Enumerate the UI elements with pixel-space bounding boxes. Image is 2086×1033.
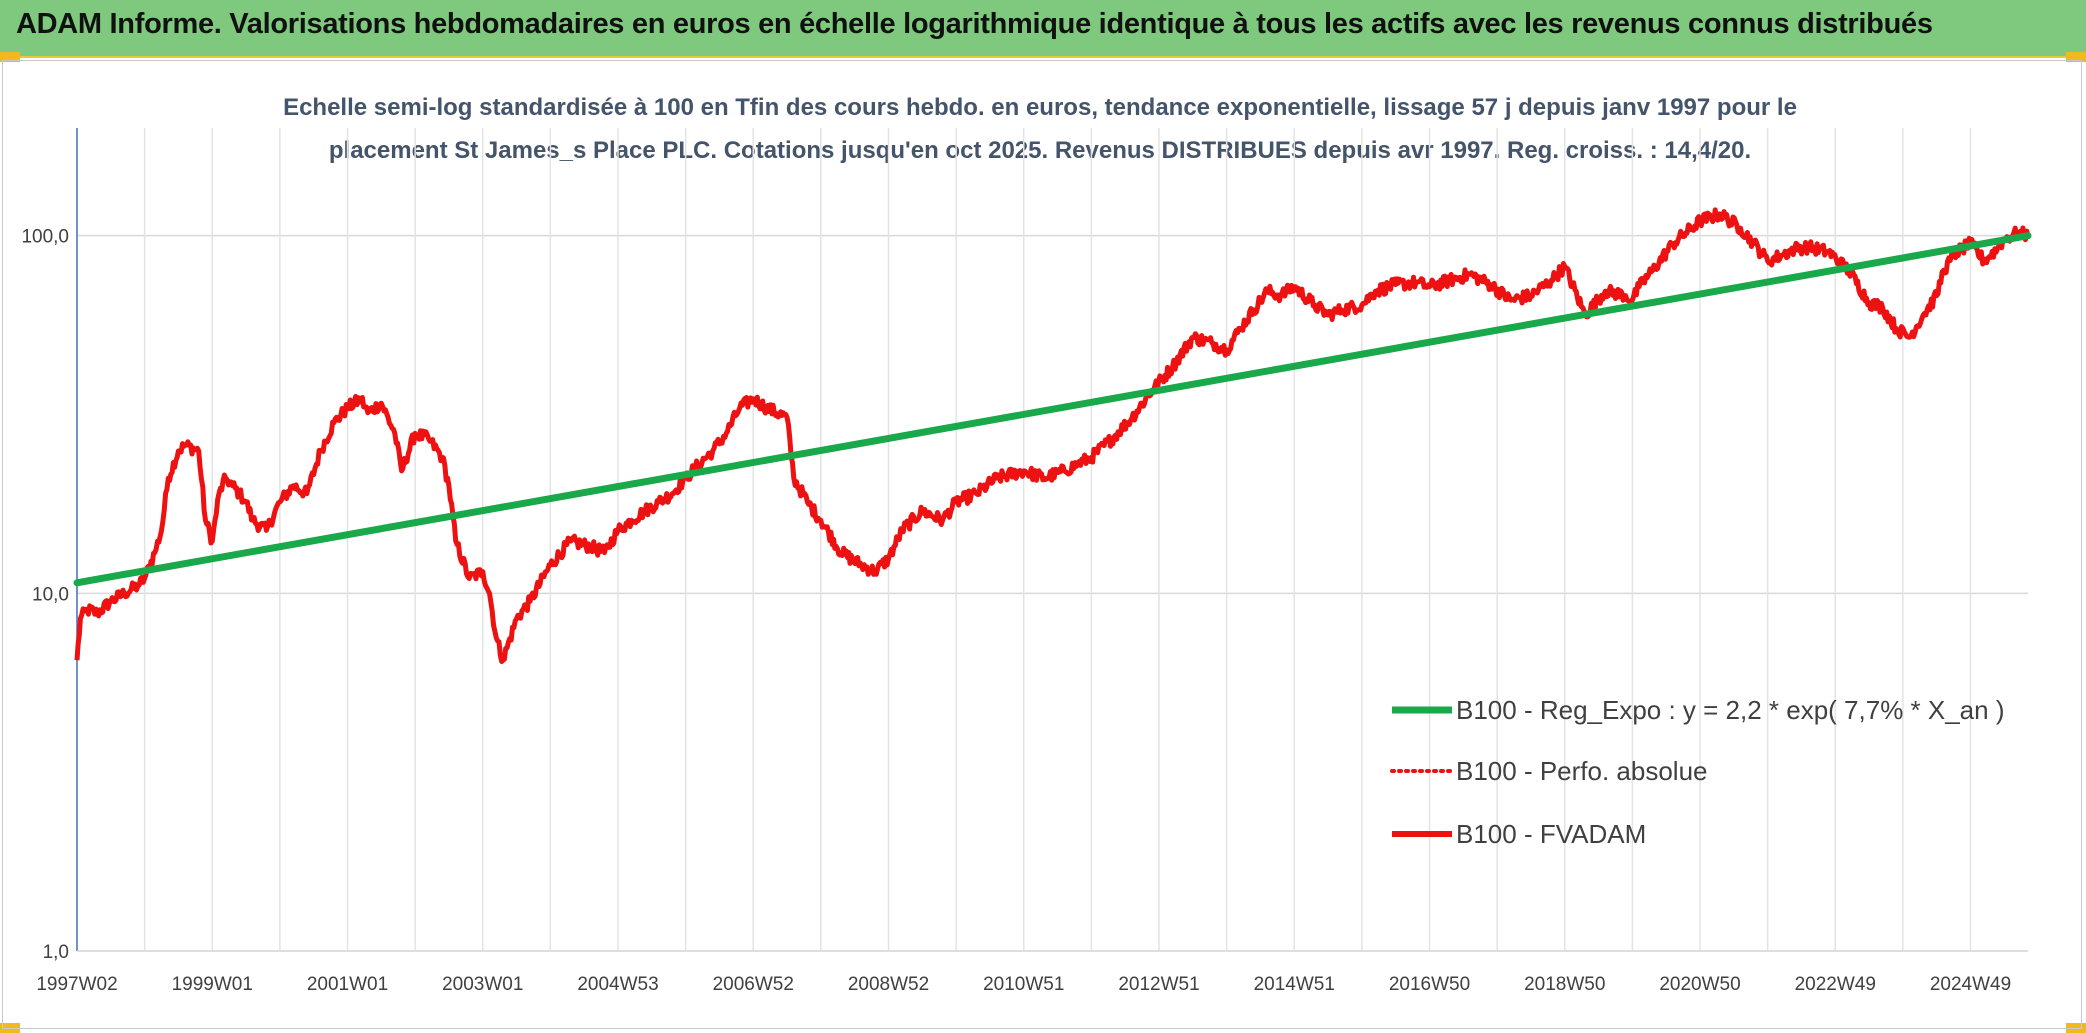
x-tick-label: 2018W50 [1524,974,1605,995]
legend-label-fvadam: B100 - FVADAM [1456,819,1646,849]
x-axis-labels: 1997W02 1999W01 2001W01 2003W01 2004W53 2006W… [36,974,2011,995]
report-header-banner: ADAM Informe. Valorisations hebdomadaire… [0,0,2086,58]
x-tick-label: 2024W49 [1930,974,2011,995]
y-tick-label: 100,0 [21,227,69,248]
x-tick-label: 2022W49 [1795,974,1876,995]
gridlines [76,128,2028,952]
y-tick-label: 1,0 [43,942,69,963]
x-tick-label: 2010W51 [983,974,1064,995]
x-tick-label: 2012W51 [1118,974,1199,995]
x-tick-label: 2003W01 [442,974,523,995]
chart-frame [2,60,2082,1029]
corner-accent-right [2066,52,2086,62]
x-tick-label: 2016W50 [1389,974,1470,995]
series-line-fvadam [74,207,2031,664]
legend-label-perfo: B100 - Perfo. absolue [1456,756,1708,786]
legend-label-regression: B100 - Reg_Expo : y = 2,2 * exp( 7,7% * … [1456,695,2005,725]
x-tick-label: 2020W50 [1659,974,1740,995]
x-tick-label: 2014W51 [1254,974,1335,995]
x-tick-label: 2004W53 [577,974,658,995]
chart-legend: B100 - Reg_Expo : y = 2,2 * exp( 7,7% * … [1390,695,2005,849]
chart-subtitle-line-2: placement St James_s Place PLC. Cotation… [329,137,1751,164]
report-title: ADAM Informe. Valorisations hebdomadaire… [16,8,1933,40]
x-tick-label: 2006W52 [713,974,794,995]
x-tick-label: 2008W52 [848,974,929,995]
chart-subtitle-line-1: Echelle semi-log standardisée à 100 en T… [283,94,1797,121]
y-axis-labels: 1,0 10,0 100,0 [21,227,69,963]
x-tick-label: 2001W01 [307,974,388,995]
series-line-regression [73,232,2032,587]
x-tick-label: 1997W02 [36,974,117,995]
y-tick-label: 10,0 [32,584,69,605]
x-tick-label: 1999W01 [172,974,253,995]
corner-accent-left [0,52,20,62]
